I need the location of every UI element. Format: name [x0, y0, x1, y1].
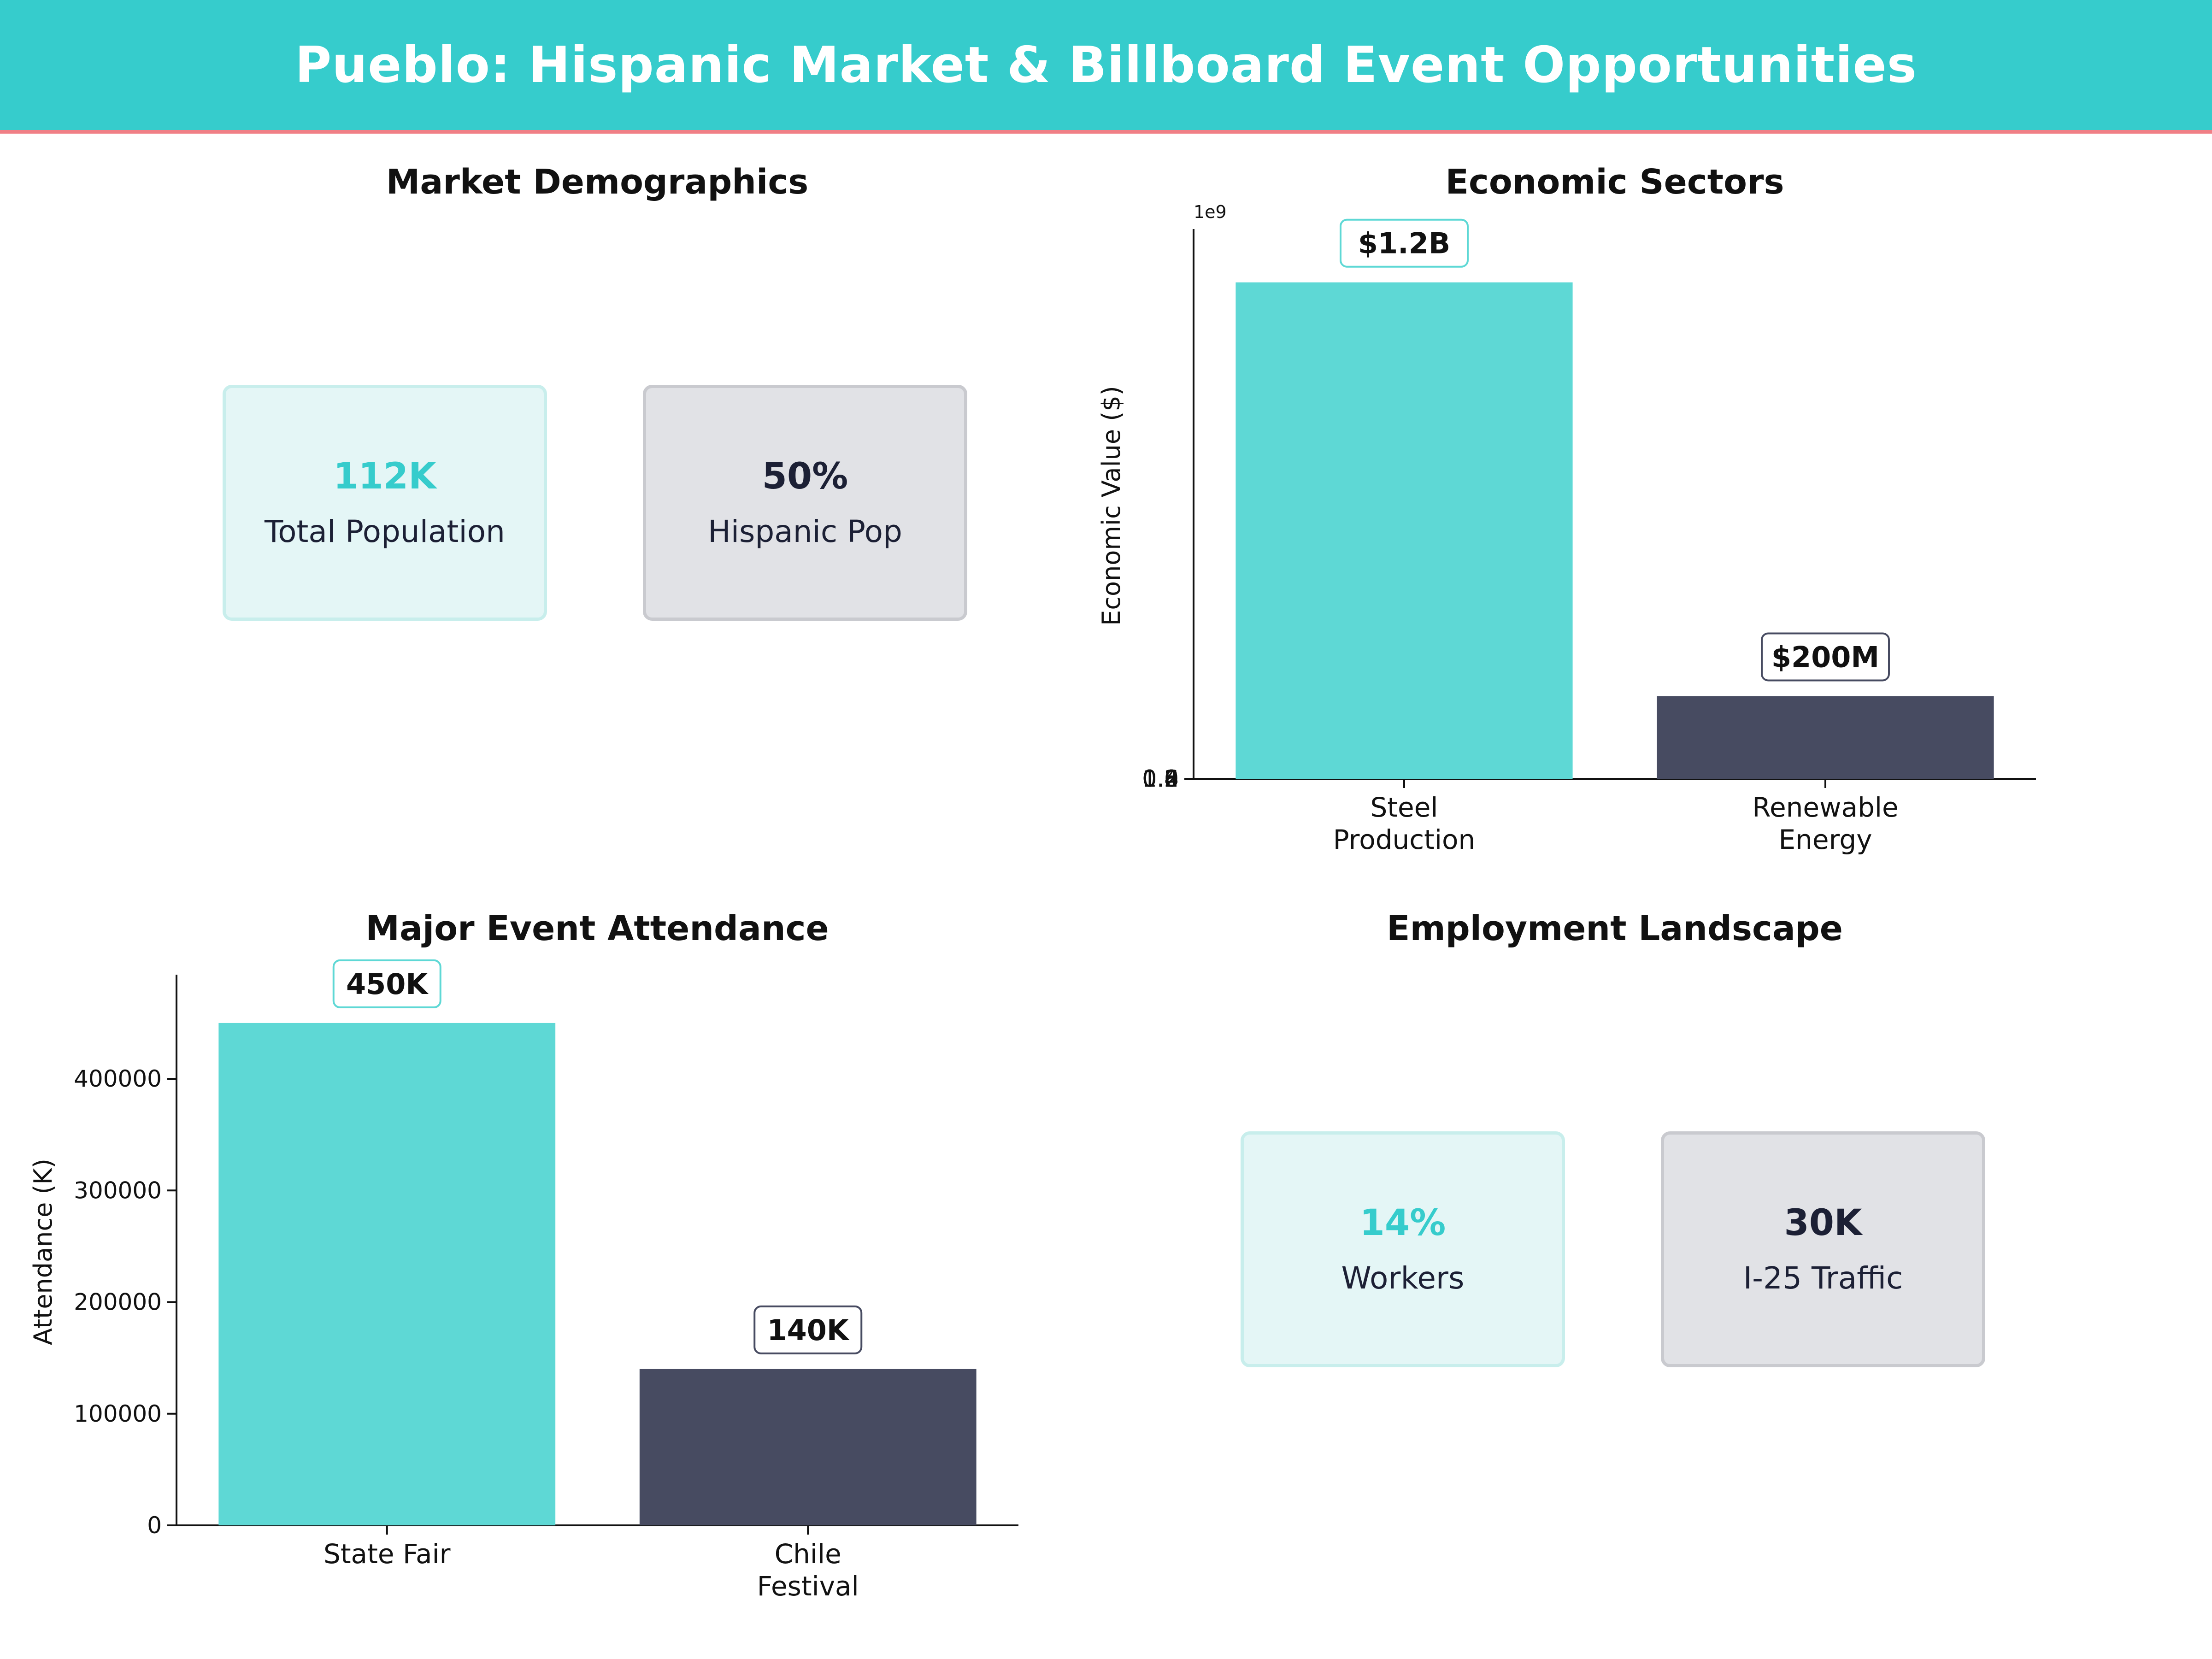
- data-label: 140K: [767, 1313, 850, 1347]
- total-population-value: 112K: [333, 456, 436, 497]
- data-label-box: [1340, 218, 1469, 268]
- data-label-box: [332, 959, 441, 1008]
- economic-sectors-title: Economic Sectors: [1445, 162, 1784, 202]
- page-title: Pueblo: Hispanic Market & Billboard Even…: [295, 36, 1917, 94]
- workers-card: 14% Workers: [1241, 1131, 1565, 1367]
- data-label: $200M: [1771, 640, 1879, 674]
- x-tick-label: Chile Festival: [757, 1538, 859, 1602]
- employment-title: Employment Landscape: [1387, 909, 1843, 948]
- y-tick-label: 0.8: [1142, 765, 1179, 792]
- x-tick-label: Steel Production: [1333, 792, 1476, 855]
- bar-0: [218, 1023, 556, 1525]
- y-tick-label: 0.0: [1142, 765, 1179, 792]
- y-tick-label: 0: [147, 1512, 162, 1539]
- total-population-card: 112K Total Population: [223, 385, 547, 621]
- hispanic-pop-label: Hispanic Pop: [708, 514, 902, 549]
- data-label-box: [1761, 632, 1890, 682]
- y-tick-label: 1.0: [1142, 765, 1179, 792]
- y-tick-label: 400000: [74, 1065, 162, 1092]
- i25-traffic-label: I-25 Traffic: [1743, 1260, 1903, 1296]
- demographics-title: Market Demographics: [386, 162, 809, 202]
- x-tick-label: Renewable Energy: [1752, 792, 1898, 855]
- bar-1: [1657, 696, 1994, 779]
- y-tick-label: 0.4: [1142, 765, 1179, 792]
- y-tick-label: 100000: [74, 1400, 162, 1427]
- data-label: 450K: [346, 967, 429, 1001]
- y-axis-label: Economic Value ($): [1097, 386, 1126, 626]
- y-axis-label: Attendance (K): [29, 1159, 58, 1345]
- i25-traffic-value: 30K: [1784, 1202, 1862, 1244]
- y-tick-label: 0.2: [1142, 765, 1179, 792]
- bar-0: [1235, 282, 1573, 779]
- data-label-box: [753, 1305, 863, 1354]
- i25-traffic-card: 30K I-25 Traffic: [1661, 1131, 1985, 1367]
- workers-label: Workers: [1341, 1260, 1465, 1296]
- data-label: $1.2B: [1358, 227, 1450, 260]
- total-population-label: Total Population: [265, 514, 505, 549]
- header-banner: Pueblo: Hispanic Market & Billboard Even…: [0, 0, 2212, 134]
- y-offset-text: 1e9: [1194, 202, 1227, 222]
- y-tick-label: 1.2: [1142, 765, 1179, 792]
- y-tick-label: 0.6: [1142, 765, 1179, 792]
- y-tick-label: 200000: [74, 1289, 162, 1316]
- x-tick-label: State Fair: [324, 1538, 451, 1570]
- y-tick-label: 300000: [74, 1177, 162, 1204]
- hispanic-pop-card: 50% Hispanic Pop: [643, 385, 967, 621]
- hispanic-pop-value: 50%: [762, 456, 848, 497]
- event-attendance-title: Major Event Attendance: [365, 909, 829, 948]
- bar-1: [639, 1369, 977, 1525]
- workers-value: 14%: [1359, 1202, 1446, 1244]
